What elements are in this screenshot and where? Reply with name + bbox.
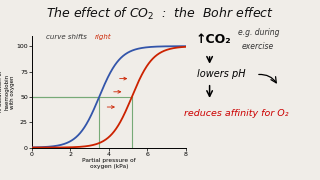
Text: curve shifts: curve shifts — [46, 34, 87, 40]
Text: The effect of CO$_2$  :  the  Bohr effect: The effect of CO$_2$ : the Bohr effect — [46, 5, 274, 21]
Text: lowers pH: lowers pH — [197, 69, 245, 79]
Y-axis label: % Saturation of
haemoglobin
with oxygen: % Saturation of haemoglobin with oxygen — [0, 70, 15, 113]
Text: ↑CO₂: ↑CO₂ — [195, 33, 231, 46]
Text: e.g. during: e.g. during — [238, 28, 280, 37]
Text: exercise: exercise — [242, 42, 274, 51]
Text: reduces affinity for O₂: reduces affinity for O₂ — [184, 109, 289, 118]
Text: right: right — [95, 34, 111, 40]
X-axis label: Partial pressure of
oxygen (kPa): Partial pressure of oxygen (kPa) — [82, 158, 136, 169]
